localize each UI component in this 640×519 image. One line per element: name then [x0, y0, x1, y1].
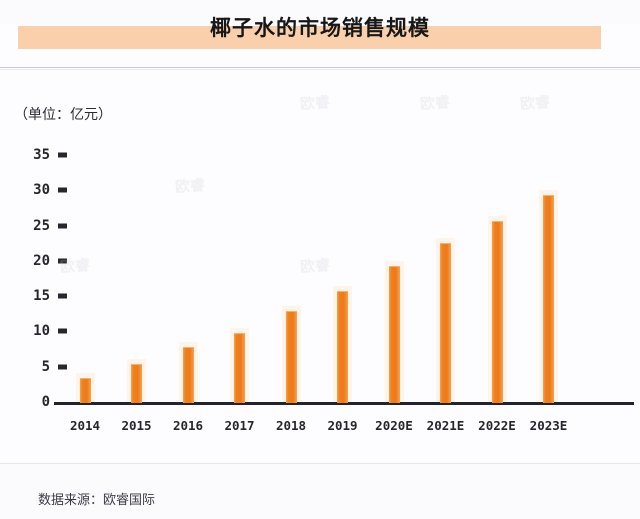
bottom-band: [0, 463, 640, 519]
data-source-label: 数据来源：欧睿国际: [38, 493, 156, 508]
page-title: 椰子水的市场销售规模: [210, 16, 430, 40]
x-axis-tick-label: 2018: [275, 418, 307, 433]
title-area: 椰子水的市场销售规模: [0, 0, 640, 70]
x-axis-tick-label: 2020E: [375, 418, 413, 433]
x-axis-tick-label: 2021E: [426, 418, 465, 433]
y-axis-tick-mark: [58, 223, 67, 229]
y-axis-tick-label: 5: [41, 358, 50, 375]
y-axis-tick-label: 30: [33, 182, 50, 199]
title-highlight-bar: [18, 26, 601, 49]
y-axis-tick-label: 35: [33, 147, 50, 163]
bar-2019[interactable]: [337, 291, 348, 403]
y-axis-tick-mark: [58, 293, 67, 299]
y-axis-tick-mark: [58, 152, 67, 158]
y-axis-tick-label: 10: [33, 323, 50, 340]
bar-2021E[interactable]: [440, 243, 451, 403]
x-axis-tick-label: 2016: [172, 418, 204, 433]
x-axis-tick-label: 2015: [121, 418, 152, 433]
title-divider: [0, 67, 640, 68]
y-axis-tick-label: 0: [41, 394, 50, 410]
bar-2015[interactable]: [131, 363, 142, 403]
x-axis-tick-label: 2023E: [529, 418, 568, 433]
y-axis-tick-label: 15: [33, 288, 50, 305]
bar-2017[interactable]: [234, 332, 245, 403]
y-axis-tick-mark: [58, 364, 67, 370]
bar-2020E[interactable]: [388, 265, 400, 403]
bar-2023E[interactable]: [543, 195, 554, 403]
bar-2016[interactable]: [182, 346, 194, 403]
x-axis-line: [54, 402, 634, 405]
x-axis-tick-label: 2014: [69, 418, 101, 433]
x-axis-tick-label: 2017: [224, 418, 255, 433]
x-axis-tick-label: 2019: [327, 418, 358, 433]
title-divider-secondary: [0, 69, 640, 70]
y-axis-unit-label: （单位：亿元）: [14, 107, 112, 123]
y-axis-tick-mark: [58, 258, 67, 264]
x-axis-tick-label: 2022E: [478, 418, 516, 433]
y-axis-tick-label: 25: [33, 217, 50, 234]
y-axis-tick-mark: [58, 187, 67, 193]
footer-divider: [0, 463, 640, 464]
y-axis-tick-mark: [58, 328, 67, 334]
bar-2022E[interactable]: [491, 220, 503, 403]
bar-2014[interactable]: [79, 378, 91, 403]
top-band: [0, 0, 640, 24]
y-axis-tick-label: 20: [33, 252, 50, 269]
bar-2018[interactable]: [285, 310, 297, 403]
